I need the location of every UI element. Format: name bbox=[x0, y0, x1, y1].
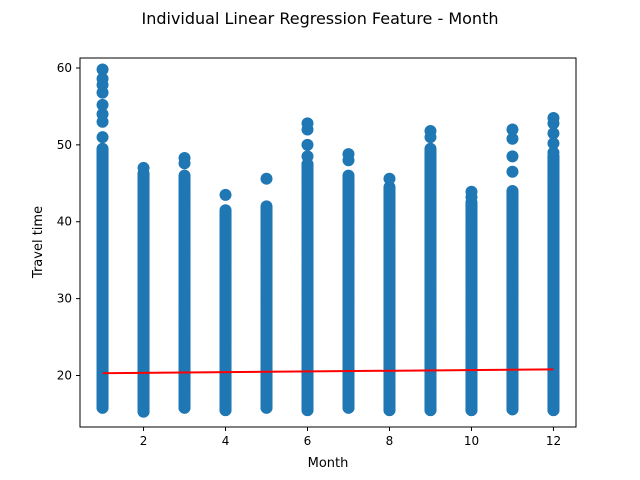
scatter-column-month-1 bbox=[96, 63, 109, 414]
scatter-column-month-10 bbox=[465, 185, 478, 417]
scatter-point bbox=[506, 123, 519, 136]
x-tick-label: 8 bbox=[386, 434, 394, 448]
scatter-point bbox=[547, 137, 560, 150]
scatter-point bbox=[301, 150, 314, 163]
scatter-point bbox=[260, 172, 273, 185]
scatter-point bbox=[383, 184, 396, 197]
x-axis-label: Month bbox=[308, 456, 349, 471]
scatter-column-month-11 bbox=[506, 123, 519, 416]
x-axis: 2 4 6 8 10 12 bbox=[140, 427, 561, 448]
scatter-point bbox=[96, 86, 109, 99]
regression-layer bbox=[102, 368, 554, 375]
x-tick-label: 4 bbox=[222, 434, 230, 448]
scatter-point bbox=[424, 146, 437, 159]
x-tick-label: 10 bbox=[464, 434, 479, 448]
scatter-column-month-4 bbox=[219, 188, 232, 417]
scatter-point bbox=[96, 131, 109, 144]
regression-line bbox=[102, 368, 554, 375]
scatter-point bbox=[260, 203, 273, 216]
scatter-point bbox=[547, 146, 560, 159]
y-tick-label: 30 bbox=[57, 292, 72, 306]
plot-frame bbox=[79, 57, 577, 428]
scatter-column-month-5 bbox=[260, 172, 273, 414]
scatter-column-month-6 bbox=[301, 117, 314, 417]
scatter-point bbox=[96, 115, 109, 128]
scatter-point bbox=[506, 132, 519, 145]
scatter-point bbox=[219, 188, 232, 201]
y-tick-label: 40 bbox=[57, 215, 72, 229]
scatter-point bbox=[506, 187, 519, 200]
scatter-points-layer bbox=[96, 63, 560, 418]
scatter-point bbox=[96, 143, 109, 156]
y-tick-label: 60 bbox=[57, 61, 72, 75]
scatter-point bbox=[178, 173, 191, 186]
scatter-point bbox=[301, 158, 314, 171]
scatter-column-month-3 bbox=[178, 151, 191, 414]
x-tick-label: 2 bbox=[140, 434, 148, 448]
plot-area bbox=[96, 63, 560, 418]
x-tick-label: 12 bbox=[546, 434, 561, 448]
scatter-column-month-8 bbox=[383, 172, 396, 417]
scatter-point bbox=[219, 205, 232, 218]
scatter-point bbox=[342, 173, 355, 186]
scatter-column-month-2 bbox=[137, 161, 150, 418]
scatter-point bbox=[383, 172, 396, 185]
scatter-point bbox=[301, 138, 314, 151]
scatter-column-month-12 bbox=[547, 111, 560, 417]
y-tick-label: 50 bbox=[57, 138, 72, 152]
scatter-point bbox=[137, 161, 150, 174]
scatter-point bbox=[96, 98, 109, 111]
y-axis-label: Travel time bbox=[31, 206, 46, 279]
chart-title: Individual Linear Regression Feature - M… bbox=[142, 9, 499, 28]
scatter-point bbox=[301, 123, 314, 136]
x-tick-label: 6 bbox=[304, 434, 312, 448]
scatter-point bbox=[465, 191, 478, 204]
scatter-point bbox=[178, 157, 191, 170]
y-axis: 20 30 40 50 60 bbox=[57, 61, 80, 382]
scatter-point bbox=[96, 63, 109, 76]
scatter-point bbox=[547, 127, 560, 140]
scatter-point bbox=[342, 154, 355, 167]
scatter-point bbox=[506, 165, 519, 178]
y-tick-label: 20 bbox=[57, 368, 72, 382]
scatter-column-month-7 bbox=[342, 148, 355, 414]
scatter-point bbox=[547, 117, 560, 130]
scatter-column-month-9 bbox=[424, 125, 437, 417]
scatter-point bbox=[506, 150, 519, 163]
scatter-point bbox=[424, 131, 437, 144]
